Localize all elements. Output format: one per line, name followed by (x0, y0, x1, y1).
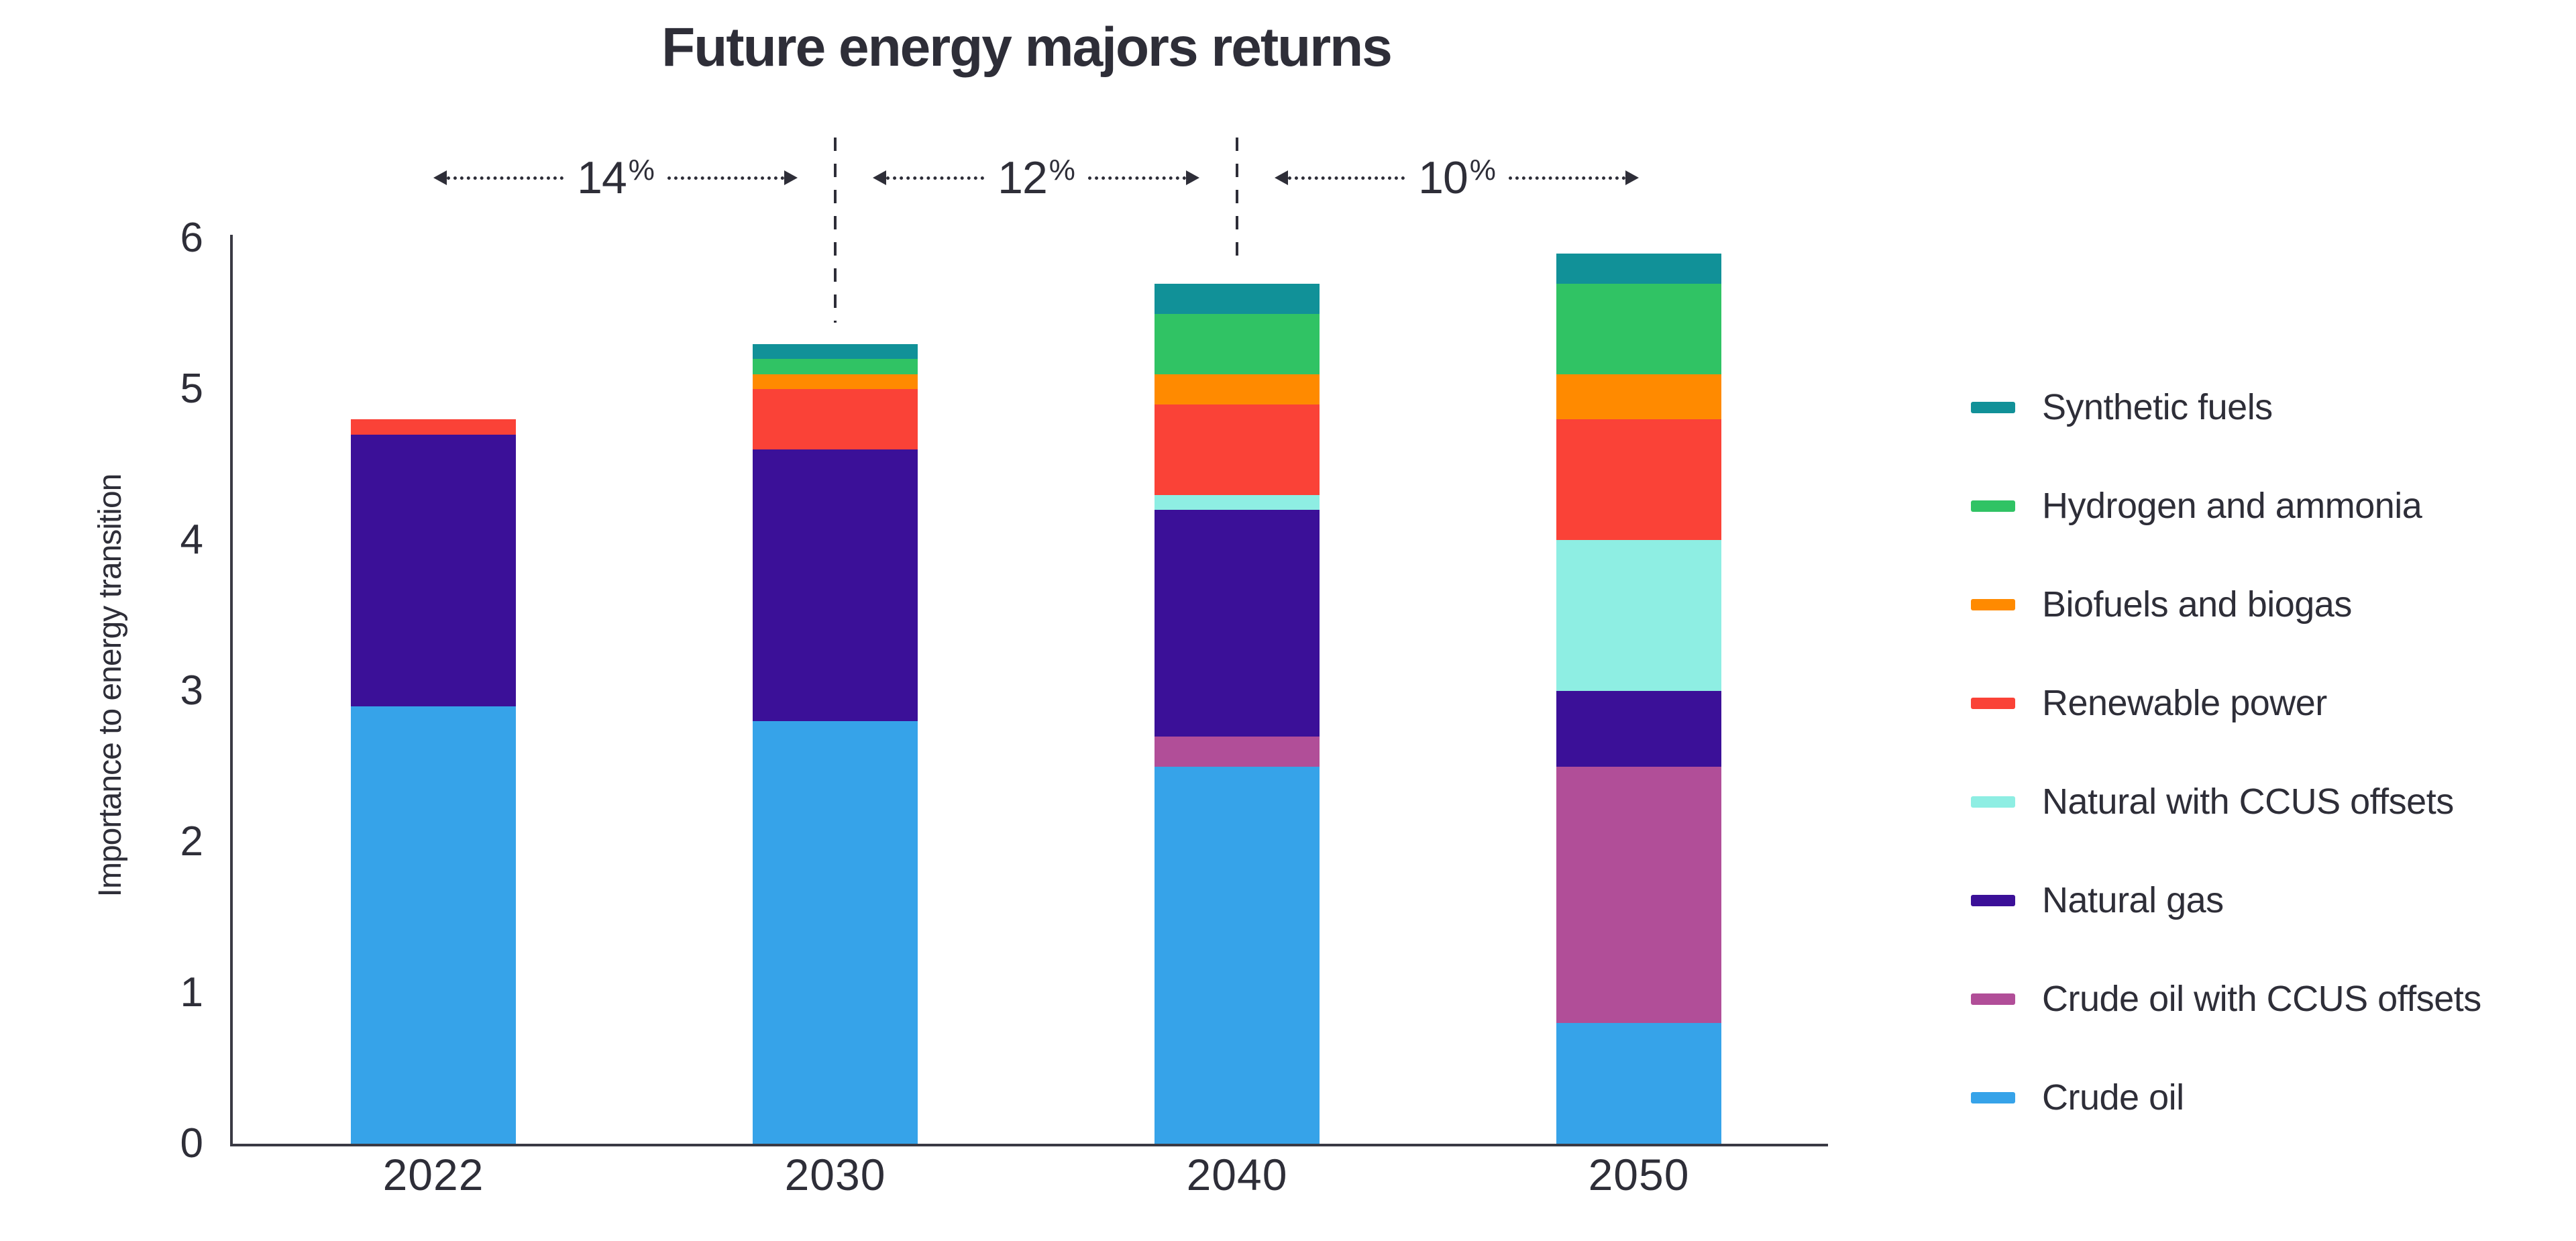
y-tick-label-5: 5 (180, 366, 203, 412)
bar-segment-2040-natural-with-ccus-offsets (1155, 494, 1320, 510)
arrow-left-head (873, 170, 886, 185)
x-tick-label-2040: 2040 (1186, 1150, 1288, 1199)
legend-item-synthetic-fuels: Synthetic fuels (1971, 379, 2273, 435)
bar-segment-2030-biofuels-and-biogas (753, 374, 918, 389)
bar-segment-2030-renewable-power (753, 389, 918, 449)
arrow-right-head (1186, 170, 1200, 185)
bar-segment-2040-synthetic-fuels (1155, 283, 1320, 314)
percent-sign: % (1469, 154, 1496, 186)
bar-segment-2040-biofuels-and-biogas (1155, 374, 1320, 404)
legend-label-biofuels-and-biogas: Biofuels and biogas (2042, 584, 2352, 625)
arrow-left-head (433, 170, 447, 185)
return-percent-value: 12 (998, 152, 1048, 203)
legend-item-renewable-power: Renewable power (1971, 675, 2327, 731)
bar-segment-2040-crude-oil (1155, 766, 1320, 1144)
legend-label-natural-with-ccus-offsets: Natural with CCUS offsets (2042, 781, 2454, 822)
return-arrow-2022-2030: 14% (433, 150, 798, 206)
bar-segment-2050-crude-oil (1556, 1023, 1721, 1144)
bar-segment-2030-hydrogen-and-ammonia (753, 359, 918, 374)
percent-sign: % (1049, 154, 1075, 186)
bar-segment-2050-crude-oil-with-ccus-offsets (1556, 766, 1721, 1023)
x-tick-label-2050: 2050 (1588, 1150, 1690, 1199)
bar-segment-2040-renewable-power (1155, 404, 1320, 495)
arrow-dotted-line (886, 176, 985, 180)
y-tick-label-6: 6 (180, 215, 203, 261)
return-percent-label: 10% (1405, 152, 1509, 204)
arrow-dotted-line (1087, 176, 1187, 180)
bar-segment-2050-renewable-power (1556, 419, 1721, 540)
x-tick-label-2022: 2022 (382, 1150, 484, 1199)
legend-swatch-hydrogen-and-ammonia (1971, 500, 2015, 512)
bar-segment-2050-natural-gas (1556, 691, 1721, 767)
legend-label-renewable-power: Renewable power (2042, 683, 2327, 723)
legend-label-crude-oil-with-ccus-offsets: Crude oil with CCUS offsets (2042, 979, 2481, 1019)
legend-swatch-crude-oil (1971, 1091, 2015, 1103)
return-percent-label: 14% (564, 152, 667, 204)
y-tick-label-0: 0 (180, 1120, 203, 1167)
return-arrow-2030-2040: 12% (873, 150, 1200, 206)
bar-segment-2040-crude-oil-with-ccus-offsets (1155, 736, 1320, 767)
legend-item-hydrogen-and-ammonia: Hydrogen and ammonia (1971, 478, 2422, 534)
legend-swatch-biofuels-and-biogas (1971, 598, 2015, 610)
y-tick-label-1: 1 (180, 969, 203, 1016)
legend-item-crude-oil-with-ccus-offsets: Crude oil with CCUS offsets (1971, 971, 2481, 1027)
legend-swatch-renewable-power (1971, 697, 2015, 709)
bar-segment-2022-renewable-power (351, 419, 516, 435)
bar-segment-2050-synthetic-fuels (1556, 253, 1721, 284)
return-percent-value: 10 (1418, 152, 1468, 203)
bar-segment-2022-crude-oil (351, 706, 516, 1144)
return-percent-label: 12% (984, 152, 1088, 204)
x-axis-line (230, 1144, 1828, 1146)
legend-label-synthetic-fuels: Synthetic fuels (2042, 387, 2273, 427)
return-percent-value: 14 (577, 152, 627, 203)
arrow-dotted-line (447, 176, 564, 180)
bar-segment-2030-natural-gas (753, 449, 918, 721)
legend-swatch-crude-oil-with-ccus-offsets (1971, 993, 2015, 1005)
bar-segment-2040-natural-gas (1155, 510, 1320, 737)
bar-segment-2050-natural-with-ccus-offsets (1556, 540, 1721, 691)
legend-swatch-natural-with-ccus-offsets (1971, 796, 2015, 808)
percent-sign: % (628, 154, 655, 186)
bar-segment-2050-hydrogen-and-ammonia (1556, 283, 1721, 374)
legend-swatch-natural-gas (1971, 894, 2015, 906)
y-tick-label-2: 2 (180, 818, 203, 865)
legend-item-natural-with-ccus-offsets: Natural with CCUS offsets (1971, 773, 2454, 830)
legend-item-crude-oil: Crude oil (1971, 1069, 2184, 1126)
dashed-separator-2040 (1236, 138, 1238, 262)
arrow-right-head (1625, 170, 1640, 185)
y-tick-label-3: 3 (180, 667, 203, 714)
bar-segment-2050-biofuels-and-biogas (1556, 374, 1721, 419)
return-arrow-2040-2050: 10% (1275, 150, 1640, 206)
arrow-dotted-line (667, 176, 785, 180)
chart-title: Future energy majors returns (661, 17, 1393, 78)
bar-segment-2030-synthetic-fuels (753, 343, 918, 359)
bar-segment-2030-crude-oil (753, 721, 918, 1144)
legend-item-natural-gas: Natural gas (1971, 872, 2224, 928)
arrow-dotted-line (1288, 176, 1405, 180)
y-tick-label-4: 4 (180, 517, 203, 563)
dashed-separator-2030 (834, 138, 837, 323)
bar-segment-2040-hydrogen-and-ammonia (1155, 313, 1320, 374)
legend-label-crude-oil: Crude oil (2042, 1077, 2184, 1118)
arrow-dotted-line (1508, 176, 1626, 180)
legend-swatch-synthetic-fuels (1971, 401, 2015, 413)
legend-label-hydrogen-and-ammonia: Hydrogen and ammonia (2042, 486, 2422, 526)
arrow-right-head (784, 170, 798, 185)
y-axis-line (230, 235, 233, 1146)
x-tick-label-2030: 2030 (784, 1150, 886, 1199)
legend-label-natural-gas: Natural gas (2042, 880, 2224, 920)
arrow-left-head (1275, 170, 1288, 185)
legend-item-biofuels-and-biogas: Biofuels and biogas (1971, 576, 2352, 633)
bar-segment-2022-natural-gas (351, 434, 516, 706)
